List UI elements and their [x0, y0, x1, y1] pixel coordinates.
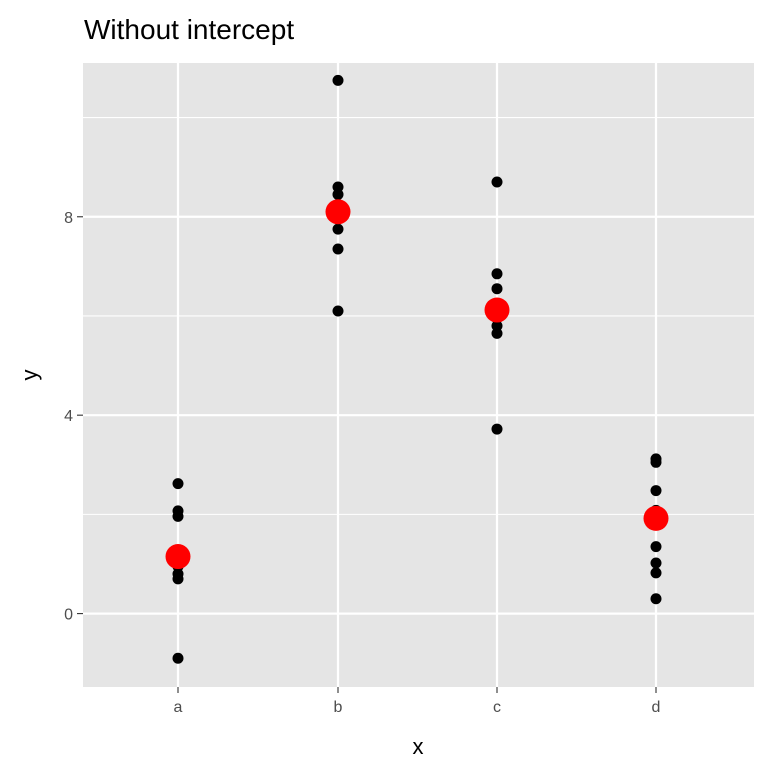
data-point [332, 243, 344, 255]
data-point [172, 510, 184, 522]
group-mean-point [165, 544, 191, 570]
data-point [332, 74, 344, 86]
data-point [332, 188, 344, 200]
data-point [650, 456, 662, 468]
y-axis-ticks: 0 4 8 [64, 210, 83, 624]
y-tick-label: 4 [64, 408, 73, 425]
data-point [491, 327, 503, 339]
data-point [491, 423, 503, 435]
plot-panel [83, 63, 754, 687]
data-point [172, 652, 184, 664]
y-tick-label: 0 [64, 607, 73, 624]
data-point [172, 573, 184, 585]
x-tick-label: d [652, 699, 661, 716]
data-point [491, 268, 503, 280]
data-point [650, 541, 662, 553]
data-point [650, 485, 662, 497]
data-point [332, 223, 344, 235]
y-axis-title: y [17, 370, 42, 381]
grid-lines [83, 63, 754, 687]
data-point [491, 176, 503, 188]
group-mean-point [643, 505, 669, 531]
data-point [650, 593, 662, 605]
x-tick-label: c [493, 699, 501, 716]
data-point [172, 478, 184, 490]
y-tick-label: 8 [64, 210, 73, 227]
chart-title: Without intercept [84, 14, 294, 45]
data-point [650, 557, 662, 569]
group-mean-point [484, 297, 510, 323]
data-point [650, 567, 662, 579]
data-point [491, 283, 503, 295]
data-point [332, 305, 344, 317]
x-tick-label: a [174, 699, 183, 716]
group-mean-point [325, 199, 351, 225]
x-tick-label: b [334, 699, 343, 716]
group-mean-points [165, 199, 669, 570]
x-axis-ticks: a b c d [174, 687, 661, 716]
x-axis-title: x [413, 734, 424, 759]
